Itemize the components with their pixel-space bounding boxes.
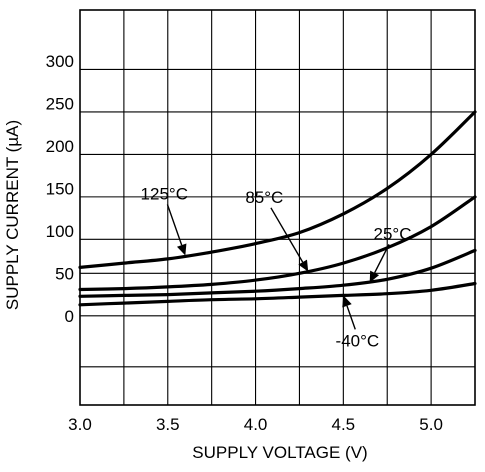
y-tick-label: 200 (46, 137, 74, 156)
annotation-arrow-head (298, 259, 309, 272)
x-tick-label: 3.0 (68, 415, 92, 434)
plot-frame (79, 9, 476, 406)
annotation-arrow-shaft (346, 305, 356, 330)
annotation-arrow-shaft (166, 204, 183, 246)
y-tick-label: 100 (46, 222, 74, 241)
y-axis-label: SUPPLY CURRENT (µA) (3, 120, 22, 310)
annotation-arrow-shaft (270, 207, 304, 263)
y-tick-label: 0 (65, 307, 74, 326)
y-tick-label: 150 (46, 179, 74, 198)
y-tick-label: 50 (55, 264, 74, 283)
annotation-arrow-head (176, 243, 187, 256)
series-label-25C: 25°C (373, 224, 411, 243)
series-label-85C: 85°C (245, 188, 283, 207)
series-label-125C: 125°C (141, 184, 188, 203)
grid-layer (79, 9, 476, 406)
annotation-arrow-head (342, 295, 352, 308)
series-label--40C: -40°C (336, 331, 380, 350)
series-line-85C (78, 195, 477, 292)
y-tick-label: 250 (46, 94, 74, 113)
series-line--40C (78, 281, 477, 307)
annotation-arrow-head (369, 270, 380, 283)
annotation-layer: 125°C 85°C 25°C -40°C (141, 184, 412, 350)
annotation-arrow-shaft (374, 244, 390, 274)
x-tick-label: 4.5 (332, 415, 356, 434)
series-layer (78, 110, 477, 307)
series-line-125C (78, 110, 477, 269)
y-tick-label: 300 (46, 52, 74, 71)
x-axis-label: SUPPLY VOLTAGE (V) (192, 443, 367, 462)
x-tick-label: 4.0 (244, 415, 268, 434)
tick-layer: 0 50 100 150 200 250 300 3.0 3.5 4.0 4.5 5.0 (46, 52, 443, 434)
x-tick-label: 5.0 (419, 415, 443, 434)
x-tick-label: 3.5 (156, 415, 180, 434)
series-line-25C (78, 248, 477, 298)
